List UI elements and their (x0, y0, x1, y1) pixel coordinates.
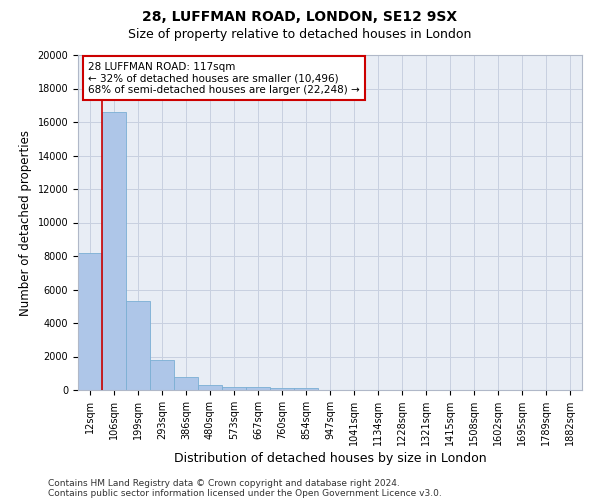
Bar (78, 252, 102, 390)
Bar (126, 301, 150, 390)
Bar (198, 385, 222, 390)
Bar (270, 388, 294, 390)
X-axis label: Distribution of detached houses by size in London: Distribution of detached houses by size … (173, 452, 487, 465)
Text: 28 LUFFMAN ROAD: 117sqm
← 32% of detached houses are smaller (10,496)
68% of sem: 28 LUFFMAN ROAD: 117sqm ← 32% of detache… (88, 62, 360, 95)
Bar (174, 378, 198, 390)
Text: Contains HM Land Registry data © Crown copyright and database right 2024.: Contains HM Land Registry data © Crown c… (48, 478, 400, 488)
Text: 28, LUFFMAN ROAD, LONDON, SE12 9SX: 28, LUFFMAN ROAD, LONDON, SE12 9SX (142, 10, 458, 24)
Bar (150, 360, 174, 390)
Bar (222, 387, 246, 390)
Bar (102, 112, 126, 390)
Text: Contains public sector information licensed under the Open Government Licence v3: Contains public sector information licen… (48, 488, 442, 498)
Text: Size of property relative to detached houses in London: Size of property relative to detached ho… (128, 28, 472, 41)
Y-axis label: Number of detached properties: Number of detached properties (19, 130, 32, 316)
Bar (294, 388, 318, 390)
Bar (246, 388, 270, 390)
